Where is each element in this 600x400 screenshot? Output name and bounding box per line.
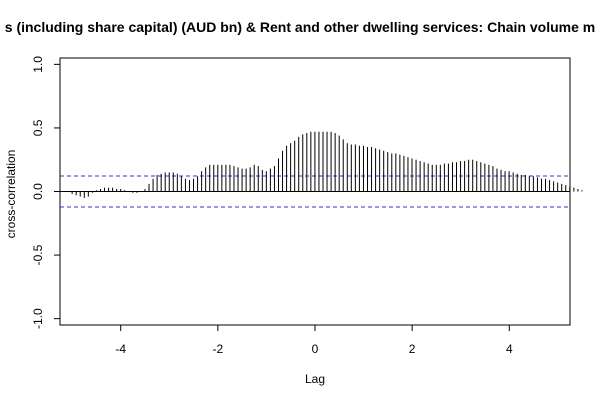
x-tick-label: -2 [213,342,224,356]
y-tick-label: 1.0 [31,56,45,73]
y-axis-label: cross-correlation [4,150,18,239]
y-tick-label: 0.5 [31,119,45,136]
x-tick-label: 4 [506,342,513,356]
x-axis-label: Lag [305,372,325,386]
y-tick-label: -0.5 [31,244,45,265]
x-tick-label: 2 [409,342,416,356]
y-axis: -1.0 -0.5 0.0 0.5 1.0 [31,56,60,329]
y-tick-label: -1.0 [31,308,45,329]
x-tick-label: 0 [312,342,319,356]
chart-title: s (including share capital) (AUD bn) & R… [5,19,595,35]
x-tick-label: -4 [115,342,126,356]
x-axis: -4 -2 0 2 4 [115,325,513,356]
ccf-bars [71,131,583,198]
y-tick-label: 0.0 [31,183,45,200]
